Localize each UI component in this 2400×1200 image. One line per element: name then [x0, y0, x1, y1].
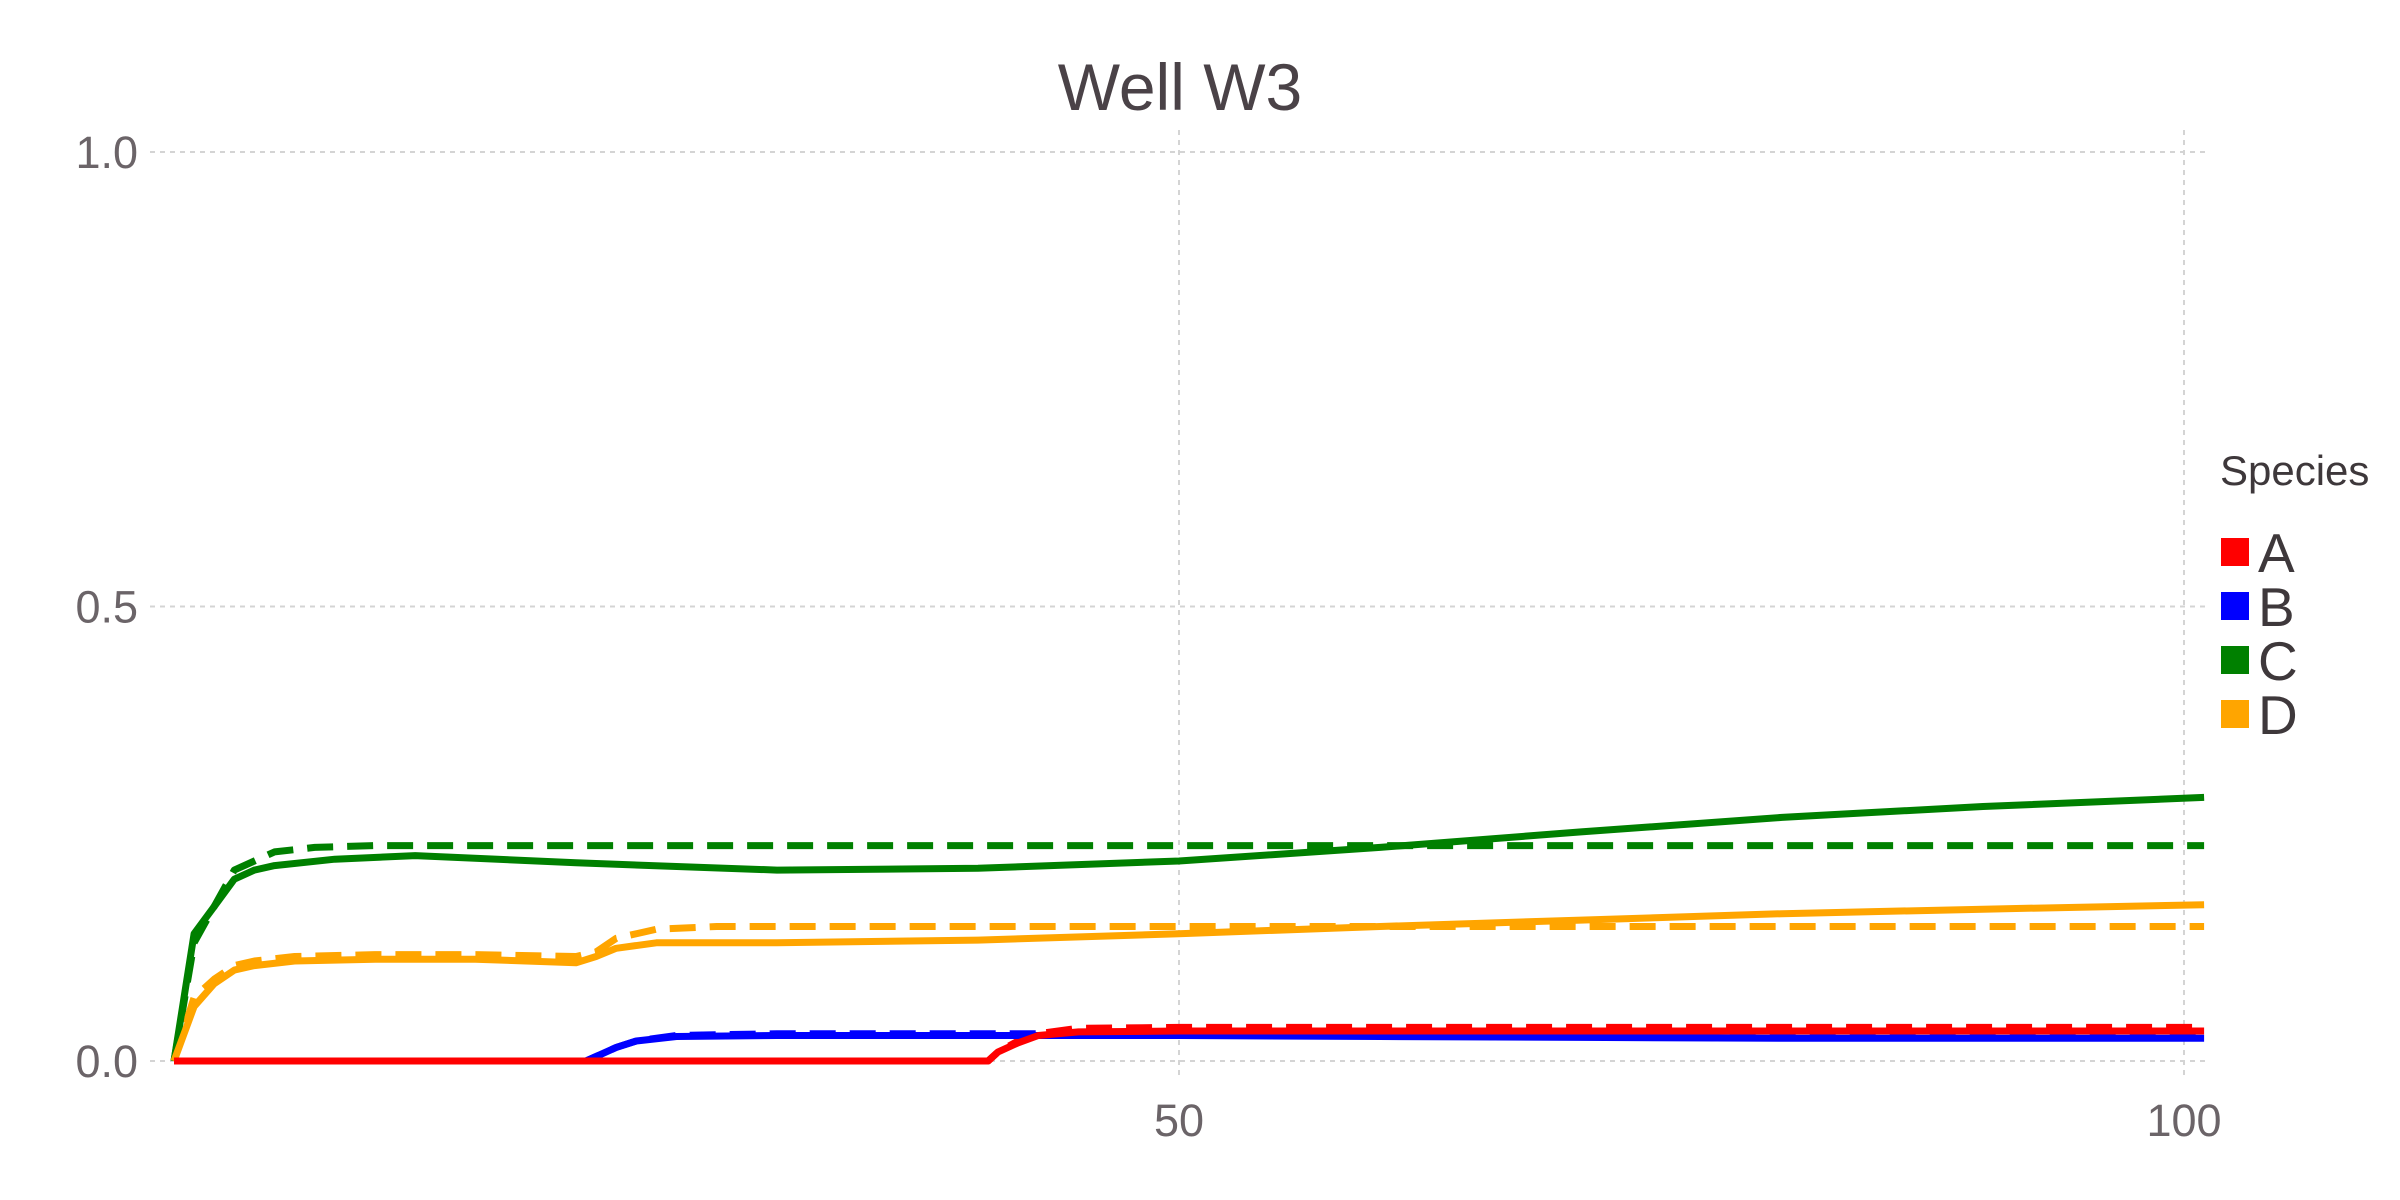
series-line-c-solid	[170, 793, 2205, 1062]
series-line-b-solid	[174, 1032, 2205, 1065]
x-tick-label: 100	[2146, 1095, 2221, 1146]
legend-label-c: C	[2258, 630, 2298, 692]
legend-swatch-d	[2221, 700, 2249, 728]
legend-label-b: B	[2258, 576, 2295, 638]
legend-label-a: A	[2258, 522, 2295, 584]
chart-title: Well W3	[1058, 50, 1302, 124]
legend-label-d: D	[2258, 684, 2298, 746]
x-axis-ticks: 50 100	[1154, 1095, 2222, 1146]
legend-swatch-b	[2221, 592, 2249, 620]
y-tick-label: 0.5	[75, 582, 138, 633]
legend-title: Species	[2220, 447, 2369, 494]
legend-swatch-c	[2221, 646, 2249, 674]
series-line-d-solid	[170, 901, 2205, 1063]
y-tick-label: 1.0	[75, 127, 138, 178]
series-line-d-dashed	[170, 923, 2205, 1063]
y-tick-label: 0.0	[75, 1036, 138, 1087]
legend-swatch-a	[2221, 538, 2249, 566]
x-tick-label: 50	[1154, 1095, 1204, 1146]
series-line-a-solid	[174, 1027, 2205, 1065]
series-lines	[170, 793, 2205, 1065]
grid-lines	[150, 130, 2210, 1080]
y-axis-ticks: 0.0 0.5 1.0	[75, 127, 138, 1087]
